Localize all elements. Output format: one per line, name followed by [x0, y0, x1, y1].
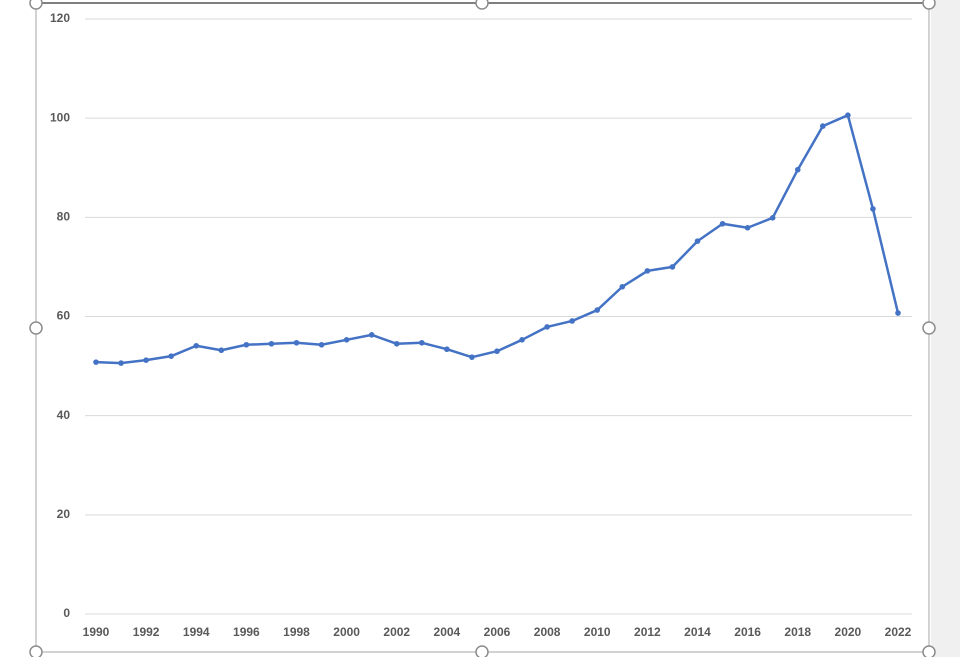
data-point	[494, 348, 500, 355]
data-point	[419, 339, 425, 346]
selection-handles	[29, 0, 936, 657]
handle[interactable]	[922, 645, 936, 657]
handle[interactable]	[475, 645, 489, 657]
data-point	[619, 283, 626, 290]
data-point	[368, 332, 375, 338]
x-tick-label: 2006	[484, 625, 511, 639]
data-point	[744, 224, 751, 231]
handle[interactable]	[922, 0, 936, 10]
data-point	[168, 353, 174, 359]
data-point	[519, 337, 525, 343]
data-point	[644, 268, 651, 274]
x-tick-label: 2000	[333, 625, 360, 639]
data-point	[118, 360, 124, 366]
data-point	[794, 166, 801, 173]
x-tick-label: 2020	[835, 625, 862, 639]
data-point	[243, 341, 250, 348]
data-point	[719, 220, 726, 227]
data-point	[544, 324, 550, 330]
x-tick-label: 2014	[684, 625, 711, 639]
data-point	[895, 310, 901, 316]
x-tick-label: 2012	[634, 625, 661, 639]
x-tick-label: 2016	[734, 625, 761, 639]
y-tick-label: 120	[50, 11, 70, 25]
x-tick-label: 1998	[283, 625, 310, 639]
data-point	[268, 340, 275, 347]
y-tick-label: 60	[57, 309, 71, 323]
data-point	[469, 354, 475, 360]
data-point	[694, 238, 701, 244]
x-tick-label: 1994	[183, 625, 210, 639]
handle[interactable]	[29, 645, 43, 657]
handle[interactable]	[922, 321, 936, 335]
data-point	[669, 264, 676, 270]
x-tick-label: 2008	[534, 625, 561, 639]
x-tick-label: 2002	[383, 625, 410, 639]
x-tick-label: 1992	[133, 625, 160, 639]
x-tick-label: 1996	[233, 625, 260, 639]
x-tick-label: 2022	[885, 625, 912, 639]
handle[interactable]	[475, 0, 489, 10]
data-point	[845, 112, 851, 118]
data-point	[393, 340, 400, 347]
data-point	[343, 337, 350, 343]
handle[interactable]	[29, 321, 43, 335]
data-point	[594, 307, 601, 313]
data-point	[293, 339, 300, 346]
y-tick-label: 20	[57, 507, 71, 521]
x-tick-label: 2004	[434, 625, 461, 639]
y-tick-label: 100	[50, 110, 70, 124]
data-point	[93, 359, 99, 365]
chart-frame[interactable]	[35, 2, 930, 653]
y-tick-label: 0	[63, 606, 70, 620]
data-point	[193, 342, 200, 349]
x-tick-label: 2010	[584, 625, 611, 639]
data-point	[870, 206, 876, 212]
handle[interactable]	[29, 0, 43, 10]
data-point	[769, 215, 776, 221]
data-point	[569, 318, 575, 324]
data-point	[318, 341, 325, 348]
data-point	[143, 357, 149, 363]
x-tick-label: 1990	[83, 625, 110, 639]
data-point	[820, 123, 826, 129]
x-tick-label: 2018	[784, 625, 811, 639]
background-strip	[931, 0, 960, 657]
data-point	[444, 346, 450, 353]
y-tick-label: 80	[57, 210, 71, 224]
y-tick-label: 40	[57, 408, 71, 422]
plot-area: 0 20 40 60 80 100 120 1990 1992 1994 1996 1998 2000 2…	[50, 11, 912, 639]
data-point	[218, 347, 225, 354]
